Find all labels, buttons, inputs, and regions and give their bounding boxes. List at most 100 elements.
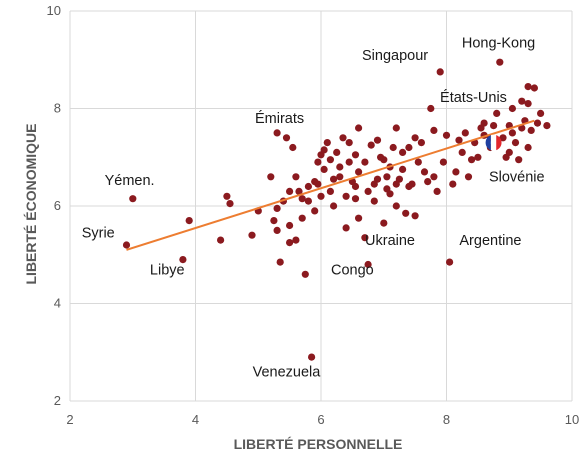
data-point [502,153,510,161]
x-axis-ticks: 2 4 6 8 10 [66,412,579,427]
data-point [326,187,334,195]
data-point [304,182,312,191]
data-point [336,163,344,171]
data-point [524,143,532,152]
country-label: Yémen. [105,173,155,189]
data-point [342,224,350,232]
data-point [345,139,353,147]
data-point [496,58,504,66]
data-point [355,168,363,176]
data-point [511,139,520,147]
data-point [527,126,535,134]
data-point [370,197,378,205]
country-label: Émirats [255,110,304,127]
data-point [452,168,460,176]
grid-lines [69,10,573,402]
data-point [292,236,300,244]
data-point [333,148,341,156]
data-point [317,192,325,200]
data-point [129,195,137,203]
country-label: Hong-Kong [462,36,535,52]
data-point [524,100,532,108]
data-point [373,136,382,144]
data-point [399,165,407,173]
data-point [449,180,457,188]
y-tick-label: 10 [47,3,61,18]
data-point [330,175,338,183]
data-point [392,180,400,188]
y-tick-label: 4 [54,296,61,311]
data-point [392,202,400,210]
y-tick-label: 8 [54,101,61,116]
data-point [524,83,532,91]
data-point [405,143,413,152]
data-point [414,158,422,166]
data-point [508,129,516,137]
y-axis-title: LIBERTÉ ÉCONOMIQUE [23,123,39,284]
data-point [282,134,291,142]
data-point [320,165,328,173]
data-point [464,173,473,181]
country-label: Congo [331,262,374,278]
x-tick-label: 6 [317,412,324,427]
data-point [292,173,300,181]
data-point [364,187,372,195]
y-axis-ticks: 2 4 6 8 10 [47,3,61,408]
flag-stripe-red [496,134,502,151]
country-label: Slovénie [489,170,545,186]
data-point [179,256,187,264]
data-point [427,104,435,113]
data-point [355,214,363,222]
data-point [351,182,360,191]
data-point [515,156,523,164]
data-point [392,124,400,132]
country-label: Syrie [82,226,115,242]
data-point [289,143,297,152]
x-tick-label: 10 [565,412,579,427]
data-point [420,168,429,176]
data-point [474,153,482,161]
data-point [298,214,306,222]
data-point [402,209,410,217]
data-point [361,234,369,242]
country-label: États-Unis [440,89,507,106]
data-point [533,119,542,127]
data-point [405,182,413,191]
x-tick-label: 4 [192,412,199,427]
data-point [323,139,331,147]
data-point [424,178,432,186]
data-point [248,231,256,239]
data-points [122,58,551,361]
data-point [320,146,328,154]
x-tick-label: 2 [66,412,73,427]
data-point [477,124,485,132]
data-point [433,187,441,195]
data-point [336,173,344,181]
data-point [326,156,334,164]
data-point [508,104,516,113]
data-point [273,129,281,137]
data-point [361,158,369,166]
data-point [430,126,438,134]
data-point [273,204,281,212]
data-point [461,129,469,137]
data-point [217,236,225,244]
data-point [530,84,539,92]
x-axis-title: LIBERTÉ PERSONNELLE [234,436,403,452]
data-point [417,139,425,147]
data-point [468,156,476,164]
data-point [122,241,131,249]
y-tick-label: 2 [54,393,61,408]
country-label: Libye [150,262,185,278]
data-point [537,109,545,117]
data-point [383,173,391,181]
country-label: Ukraine [365,233,415,249]
flag-marker-group [485,134,502,151]
data-point [342,192,350,200]
data-point [490,122,498,130]
data-point [311,178,319,186]
data-point [295,187,303,195]
data-point [267,173,275,181]
data-point [286,239,294,247]
